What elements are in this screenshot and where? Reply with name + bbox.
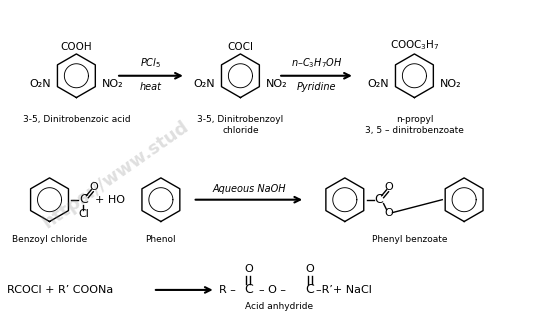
Text: Phenyl benzoate: Phenyl benzoate (372, 236, 447, 244)
Text: Benzoyl chloride: Benzoyl chloride (12, 236, 87, 244)
Text: COOH: COOH (61, 42, 92, 52)
Text: O: O (384, 208, 393, 217)
Text: PCl$_5$: PCl$_5$ (140, 56, 161, 70)
Text: C: C (374, 193, 383, 206)
Text: O: O (384, 182, 393, 192)
Text: C: C (306, 283, 315, 297)
Text: RCOCl + R’ COONa: RCOCl + R’ COONa (7, 285, 113, 295)
Text: R –: R – (218, 285, 236, 295)
Text: C: C (79, 193, 88, 206)
Text: n-propyl
3, 5 – dinitrobenzoate: n-propyl 3, 5 – dinitrobenzoate (365, 115, 464, 135)
Text: C: C (244, 283, 253, 297)
Text: –R’+ NaCl: –R’+ NaCl (316, 285, 372, 295)
Text: NO₂: NO₂ (267, 79, 288, 89)
Text: O₂N: O₂N (29, 79, 50, 89)
Text: https://www.stud: https://www.stud (40, 117, 192, 232)
Text: Acid anhydride: Acid anhydride (245, 302, 313, 311)
Text: 3-5, Dinitrobenzoyl
chloride: 3-5, Dinitrobenzoyl chloride (197, 115, 284, 135)
Text: heat: heat (140, 82, 162, 92)
Text: Pyridine: Pyridine (297, 82, 336, 92)
Text: NO₂: NO₂ (102, 79, 124, 89)
Text: COOC$_3$H$_7$: COOC$_3$H$_7$ (389, 38, 439, 52)
Text: NO₂: NO₂ (440, 79, 462, 89)
Text: COCl: COCl (227, 42, 253, 52)
Text: O: O (89, 182, 98, 192)
Text: O₂N: O₂N (193, 79, 215, 89)
Text: Aqueous NaOH: Aqueous NaOH (212, 184, 286, 194)
Text: Cl: Cl (78, 209, 89, 218)
Text: n–C$_3$H$_7$OH: n–C$_3$H$_7$OH (291, 56, 342, 70)
Text: O: O (244, 264, 253, 274)
Text: – O –: – O – (259, 285, 286, 295)
Text: Phenol: Phenol (145, 236, 176, 244)
Text: O₂N: O₂N (367, 79, 389, 89)
Text: + HO: + HO (95, 195, 126, 205)
Text: O: O (306, 264, 315, 274)
Text: 3-5, Dinitrobenzoic acid: 3-5, Dinitrobenzoic acid (23, 115, 130, 124)
